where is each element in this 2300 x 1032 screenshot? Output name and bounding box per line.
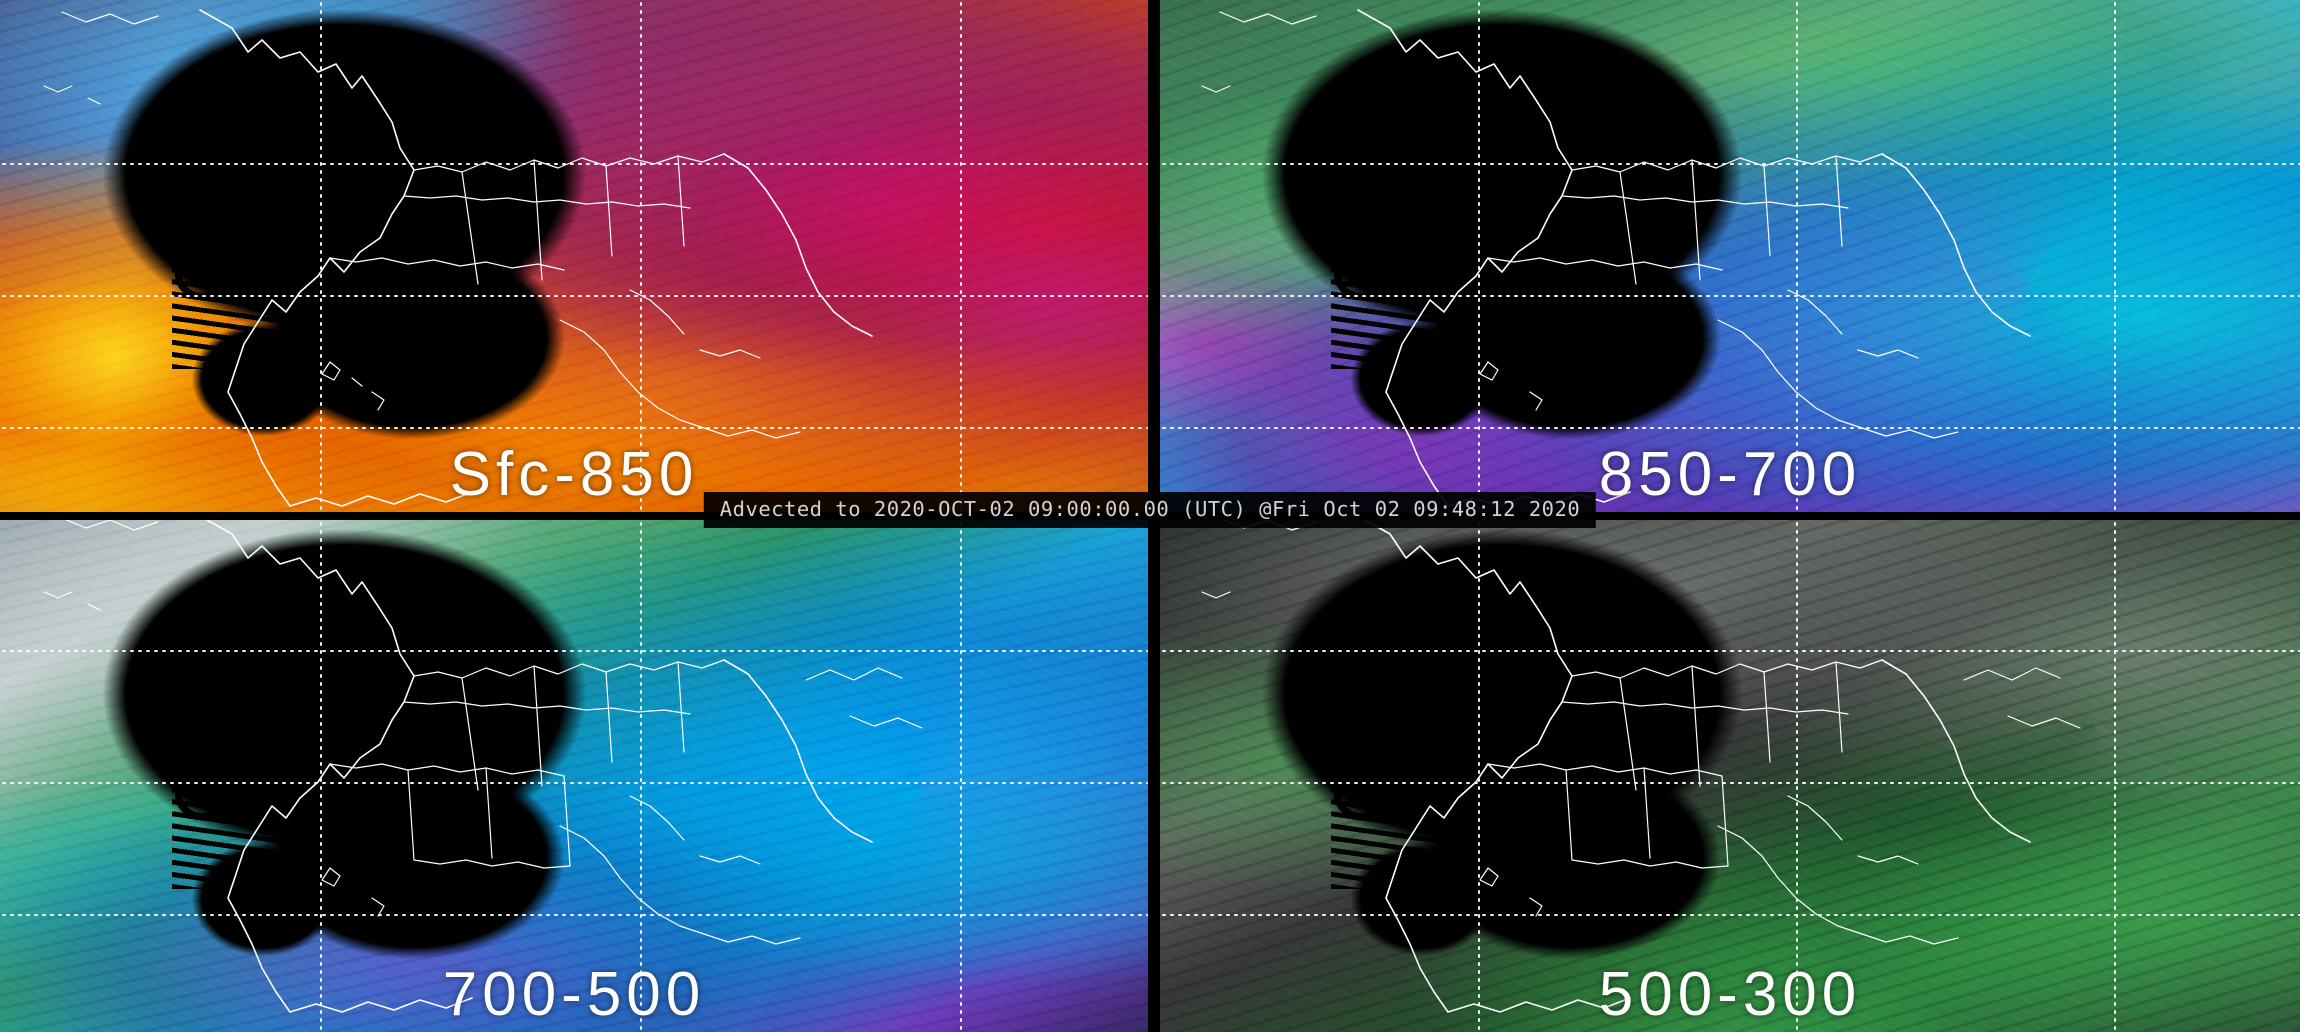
panel-label-700-500: 700-500 (442, 960, 706, 1029)
timestamp-banner: Advected to 2020-OCT-02 09:00:00.00 (UTC… (703, 492, 1597, 528)
panel-label-850-700: 850-700 (1598, 440, 1862, 509)
imagery-texture-700-500 (0, 520, 1148, 1032)
panel-sfc-850[interactable]: Sfc-850 (0, 0, 1148, 512)
panel-label-sfc-850: Sfc-850 (449, 440, 699, 509)
panel-700-500[interactable]: 700-500 (0, 520, 1148, 1032)
imagery-texture-sfc-850 (0, 0, 1148, 512)
imagery-texture-500-300 (1160, 520, 2300, 1032)
panel-500-300[interactable]: 500-300 (1160, 520, 2300, 1032)
panel-label-500-300: 500-300 (1598, 960, 1862, 1029)
imagery-texture-850-700 (1160, 0, 2300, 512)
panel-850-700[interactable]: 850-700 (1160, 0, 2300, 512)
